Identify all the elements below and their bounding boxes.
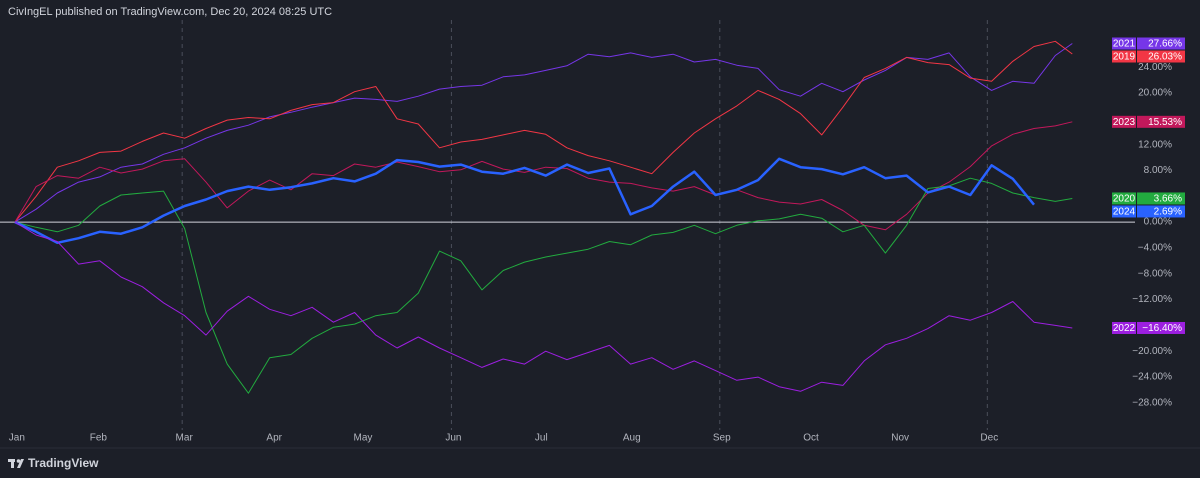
badge-value-bg xyxy=(1137,321,1185,334)
series-line xyxy=(14,221,1073,392)
y-tick-label: −12.00% xyxy=(1132,294,1172,305)
legend-label: 2020 xyxy=(1113,194,1136,205)
badge-value-bg xyxy=(1137,205,1185,218)
legend-label: 2023 xyxy=(1113,117,1136,128)
y-tick-label: 24.00% xyxy=(1138,62,1172,73)
y-tick-label: 20.00% xyxy=(1138,88,1172,99)
badge-name-bg xyxy=(1112,37,1136,50)
brand-logo xyxy=(8,459,24,468)
value-label: 27.66% xyxy=(1148,39,1182,50)
x-tick-label: Dec xyxy=(980,433,998,444)
badge-value-bg xyxy=(1137,192,1185,205)
series-line xyxy=(14,43,1073,223)
x-tick-label: Aug xyxy=(623,433,641,444)
plot-area: Jan Feb Mar Apr May Jun Jul Aug Sep Oct Nov Dec 24.0… xyxy=(0,20,1172,444)
badge-name-bg xyxy=(1112,50,1136,63)
value-label: 3.66% xyxy=(1154,194,1182,205)
last-value-badge: 2022 −16.40% xyxy=(1112,321,1185,334)
x-tick-label: May xyxy=(354,433,373,444)
last-value-badge: 2019 26.03% xyxy=(1112,50,1185,63)
y-tick-label: −20.00% xyxy=(1132,346,1172,357)
x-tick-label: Jun xyxy=(445,433,461,444)
y-tick-label: 12.00% xyxy=(1138,139,1172,150)
last-value-badge: 2021 27.66% xyxy=(1112,37,1185,50)
badge-name-bg xyxy=(1112,115,1136,128)
series-line xyxy=(14,121,1073,231)
x-tick-label: Oct xyxy=(803,433,819,444)
series-line xyxy=(14,40,1073,223)
y-tick-label: −28.00% xyxy=(1132,398,1172,409)
x-tick-label: Sep xyxy=(713,433,731,444)
x-tick-label: Apr xyxy=(266,433,282,444)
x-tick-label: Feb xyxy=(90,433,108,444)
last-value-badge: 2024 2.69% xyxy=(1112,205,1185,218)
x-tick-label: Jul xyxy=(535,433,548,444)
y-tick-label: −4.00% xyxy=(1138,243,1172,254)
y-tick-label: −24.00% xyxy=(1132,372,1172,383)
legend-label: 2019 xyxy=(1113,52,1136,63)
badge-name-bg xyxy=(1112,205,1136,218)
legend-label: 2021 xyxy=(1113,39,1136,50)
last-value-badge: 2020 3.66% xyxy=(1112,192,1185,205)
y-tick-label: −8.00% xyxy=(1138,268,1172,279)
y-tick-label: 8.00% xyxy=(1144,165,1172,176)
value-label: 26.03% xyxy=(1148,52,1182,63)
x-tick-label: Mar xyxy=(176,433,194,444)
legend-label: 2022 xyxy=(1113,323,1136,334)
value-label: 2.69% xyxy=(1154,207,1182,218)
badge-value-bg xyxy=(1137,37,1185,50)
header-text: CivIngEL published on TradingView.com, D… xyxy=(8,6,332,18)
badge-value-bg xyxy=(1137,50,1185,63)
legend-label: 2024 xyxy=(1113,207,1136,218)
x-tick-label: Nov xyxy=(891,433,909,444)
badge-name-bg xyxy=(1112,321,1136,334)
y-tick-label: 0.00% xyxy=(1144,217,1172,228)
value-label: 15.53% xyxy=(1148,117,1182,128)
badge-value-bg xyxy=(1137,115,1185,128)
brand-name: TradingView xyxy=(28,456,99,470)
value-label: −16.40% xyxy=(1142,323,1182,334)
last-value-badge: 2023 15.53% xyxy=(1112,115,1185,128)
badge-name-bg xyxy=(1112,192,1136,205)
series-line xyxy=(14,157,1035,245)
x-tick-label: Jan xyxy=(9,433,25,444)
series-line xyxy=(14,177,1073,394)
